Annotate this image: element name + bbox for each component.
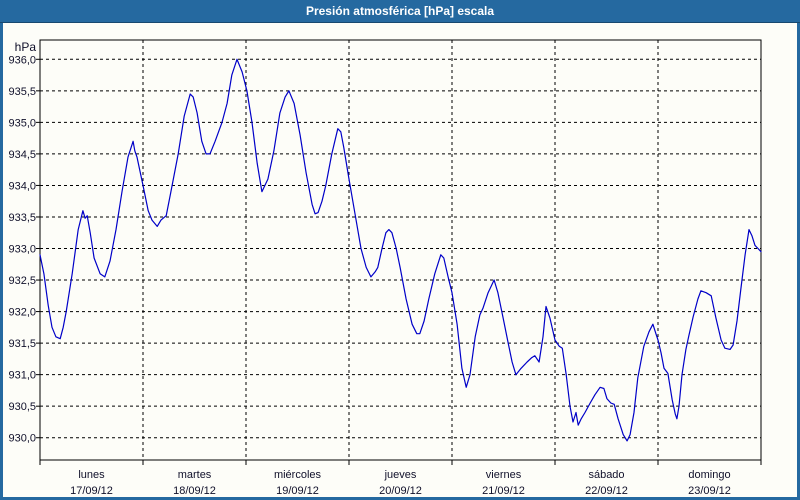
y-tick-label: 931,0 bbox=[8, 370, 36, 382]
day-date-label: 19/09/12 bbox=[276, 485, 319, 497]
day-name-label: jueves bbox=[384, 469, 417, 481]
day-date-label: 23/09/12 bbox=[688, 485, 731, 497]
day-name-label: lunes bbox=[78, 469, 105, 481]
title-bar: Presión atmosférica [hPa] escala bbox=[0, 0, 800, 23]
day-name-label: sábado bbox=[588, 469, 624, 481]
y-tick-label: 930,5 bbox=[8, 401, 36, 413]
y-tick-label: 931,5 bbox=[8, 338, 36, 350]
y-tick-label: 936,0 bbox=[8, 54, 36, 66]
day-date-label: 18/09/12 bbox=[173, 485, 216, 497]
page-title: Presión atmosférica [hPa] escala bbox=[305, 4, 495, 18]
y-tick-label: 933,5 bbox=[8, 212, 36, 224]
day-date-label: 21/09/12 bbox=[482, 485, 525, 497]
y-axis-unit-label: hPa bbox=[15, 40, 37, 54]
plot-border bbox=[39, 39, 762, 461]
day-name-label: martes bbox=[178, 469, 212, 481]
y-tick-label: 935,5 bbox=[8, 86, 36, 98]
y-tick-label: 932,5 bbox=[8, 275, 36, 287]
y-tick-label: 934,0 bbox=[8, 180, 36, 192]
y-tick-label: 932,0 bbox=[8, 307, 36, 319]
day-date-label: 20/09/12 bbox=[379, 485, 422, 497]
y-tick-label: 933,0 bbox=[8, 244, 36, 256]
y-tick-label: 935,0 bbox=[8, 117, 36, 129]
day-name-label: miércoles bbox=[274, 469, 322, 481]
y-tick-label: 930,0 bbox=[8, 433, 36, 445]
day-name-label: domingo bbox=[688, 469, 730, 481]
day-date-label: 17/09/12 bbox=[70, 485, 113, 497]
y-tick-label: 934,5 bbox=[8, 149, 36, 161]
pressure-line bbox=[39, 58, 762, 442]
day-name-label: viernes bbox=[486, 469, 522, 481]
day-date-label: 22/09/12 bbox=[585, 485, 628, 497]
